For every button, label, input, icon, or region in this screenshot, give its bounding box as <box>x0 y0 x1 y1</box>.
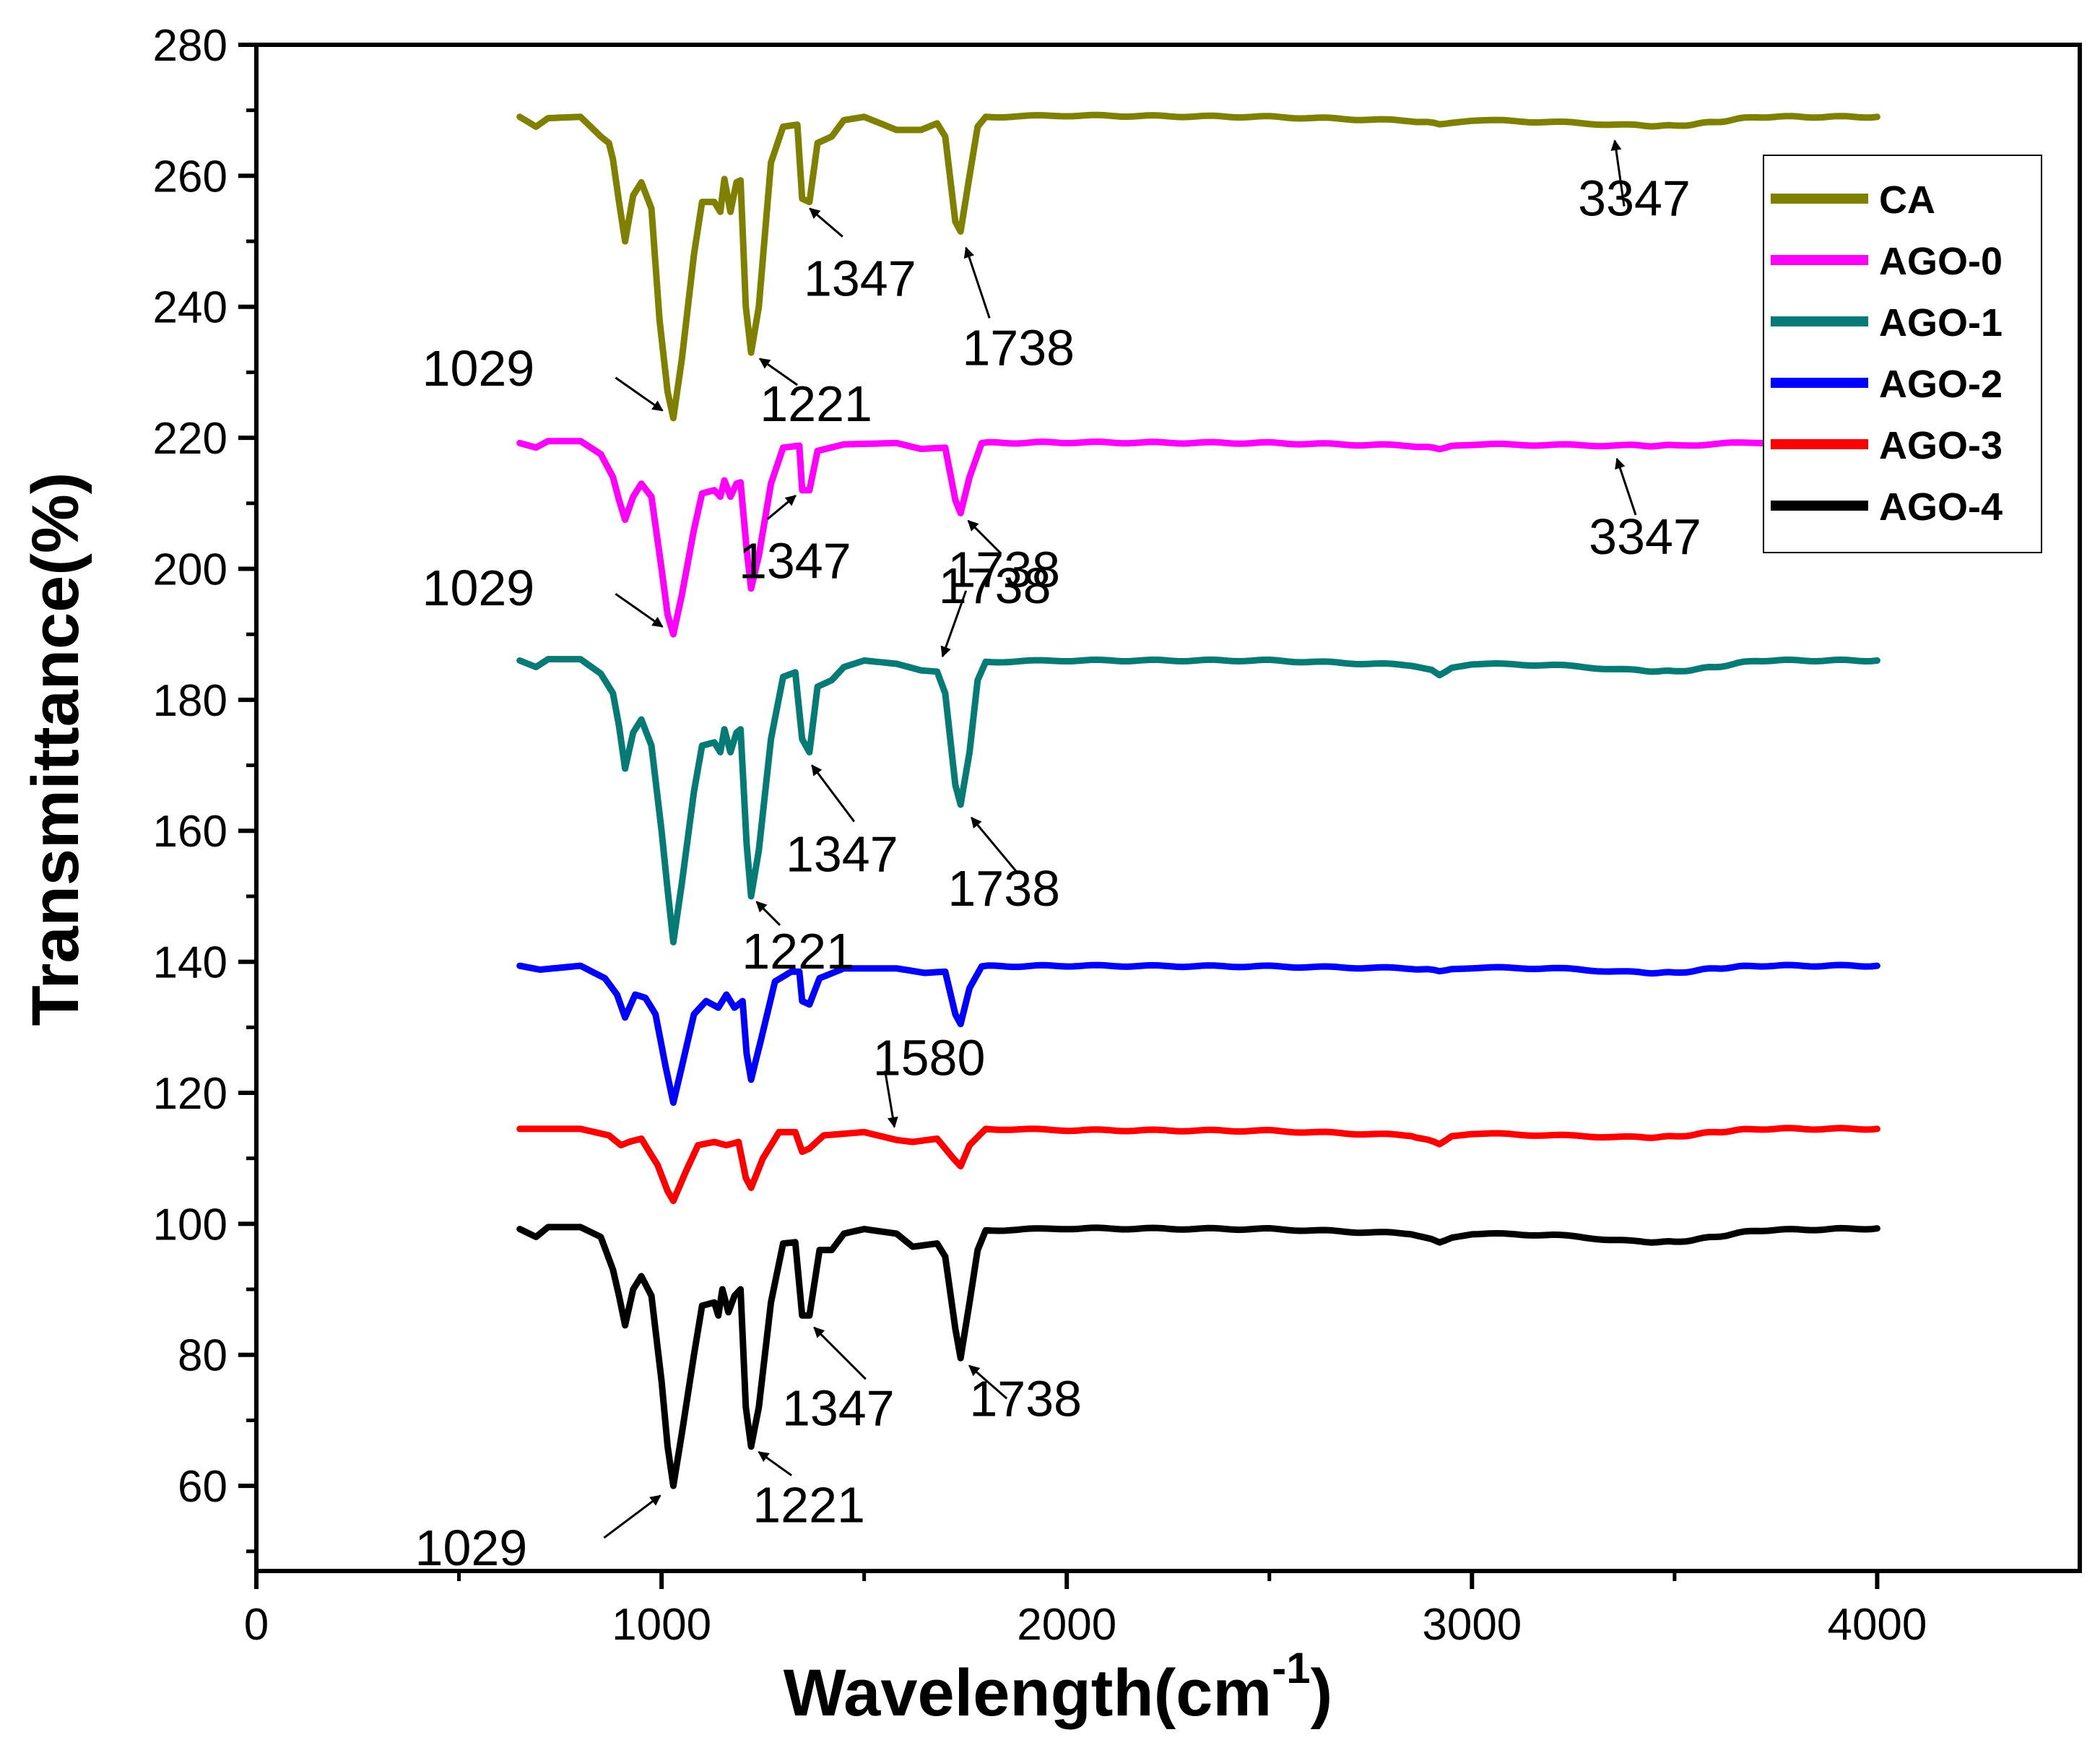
y-tick-label: 240 <box>153 283 227 333</box>
annotation-arrow <box>968 1364 1008 1400</box>
x-tick-label: 2000 <box>1017 1600 1116 1650</box>
legend-label: AGO-4 <box>1879 485 2003 529</box>
annotation-label: 1347 <box>786 826 898 882</box>
annotation-arrow <box>811 764 856 823</box>
series-line-ca <box>516 111 1880 422</box>
legend-label: AGO-0 <box>1879 240 2003 283</box>
series-line-ago-0 <box>516 437 1880 638</box>
axis-layer: 60 80 100 120 140 160 180 200 220 240 260 280 0 1000 2… <box>153 21 1927 1650</box>
x-axis-title-main: Wavelength(cm <box>784 1656 1272 1730</box>
annotation-label: 3347 <box>1578 170 1691 227</box>
annotation-label: 1347 <box>739 533 851 589</box>
annotation-arrow <box>758 358 798 386</box>
legend-label: AGO-3 <box>1879 424 2003 467</box>
legend-label: AGO-1 <box>1879 301 2003 345</box>
x-axis-title-superscript: -1 <box>1272 1644 1310 1692</box>
y-tick-label: 100 <box>153 1200 227 1250</box>
x-tick-label: 0 <box>244 1600 269 1650</box>
legend-box <box>1763 155 2042 553</box>
x-tick-label: 3000 <box>1422 1600 1522 1650</box>
annotation-label: 1221 <box>760 376 872 432</box>
y-tick-label: 220 <box>153 414 227 464</box>
annotation-label: 1221 <box>752 1477 865 1533</box>
legend: CA AGO-0 AGO-1 AGO-2 AGO-3 AGO-4 <box>1763 155 2042 553</box>
annotation-arrow <box>963 246 991 319</box>
annotation-label: 1029 <box>422 560 535 616</box>
annotation-label: 1738 <box>969 1370 1082 1427</box>
annotation-arrow <box>766 495 797 520</box>
annotation-label: 1029 <box>422 340 535 397</box>
annotation-label: 3347 <box>1589 508 1701 565</box>
annotation-label: 1221 <box>742 923 854 979</box>
series-line-ago-3 <box>516 1125 1880 1205</box>
y-tick-label: 140 <box>153 938 227 988</box>
y-tick-label: 160 <box>153 807 227 857</box>
series-line-ago-4 <box>516 1224 1880 1489</box>
annotation-label: 1347 <box>804 251 916 307</box>
annotation-label: 1347 <box>782 1380 895 1436</box>
annotation-arrow <box>758 1450 792 1476</box>
y-tick-label: 80 <box>178 1331 227 1381</box>
y-tick-label: 180 <box>153 676 227 726</box>
annotation-arrow <box>603 1494 661 1539</box>
series-line-ago-1 <box>516 656 1880 945</box>
annotation-arrow <box>1615 457 1637 516</box>
annotation-arrow <box>813 1326 867 1380</box>
y-tick-label: 120 <box>153 1069 227 1119</box>
annotation-arrow <box>615 592 664 628</box>
x-tick-label: 1000 <box>612 1600 711 1650</box>
series-layer <box>516 111 1880 1489</box>
annotation-arrow <box>1610 139 1626 207</box>
annotation-arrow <box>809 207 843 238</box>
legend-label: CA <box>1879 178 1935 222</box>
y-tick-label: 260 <box>153 152 227 202</box>
annotation-arrow <box>971 816 1020 875</box>
x-tick-label: 4000 <box>1827 1600 1927 1650</box>
x-axis-title-close: ) <box>1311 1656 1333 1730</box>
annotation-arrow <box>967 519 1002 555</box>
y-axis-title: Transmittance(%) <box>19 472 92 1026</box>
y-tick-label: 280 <box>153 21 227 71</box>
series-line-ago-2 <box>516 961 1880 1107</box>
annotation-label: 1738 <box>939 558 1051 614</box>
legend-label: AGO-2 <box>1879 363 2003 406</box>
annotation-arrow <box>755 901 781 926</box>
plot-frame <box>254 43 2082 1573</box>
annotation-label: 1738 <box>947 541 1060 597</box>
annotation-arrow <box>615 376 664 412</box>
annotation-arrow <box>884 1070 898 1128</box>
annotation-label: 1738 <box>962 319 1075 376</box>
annotation-label: 1580 <box>873 1029 986 1086</box>
annotation-label: 1738 <box>947 860 1060 917</box>
y-tick-label: 60 <box>178 1462 227 1512</box>
annotation-arrow <box>940 590 968 658</box>
annotation-label: 1029 <box>415 1520 528 1576</box>
y-tick-label: 200 <box>153 545 227 594</box>
x-axis-title: Wavelength(cm-1) <box>784 1644 1332 1730</box>
